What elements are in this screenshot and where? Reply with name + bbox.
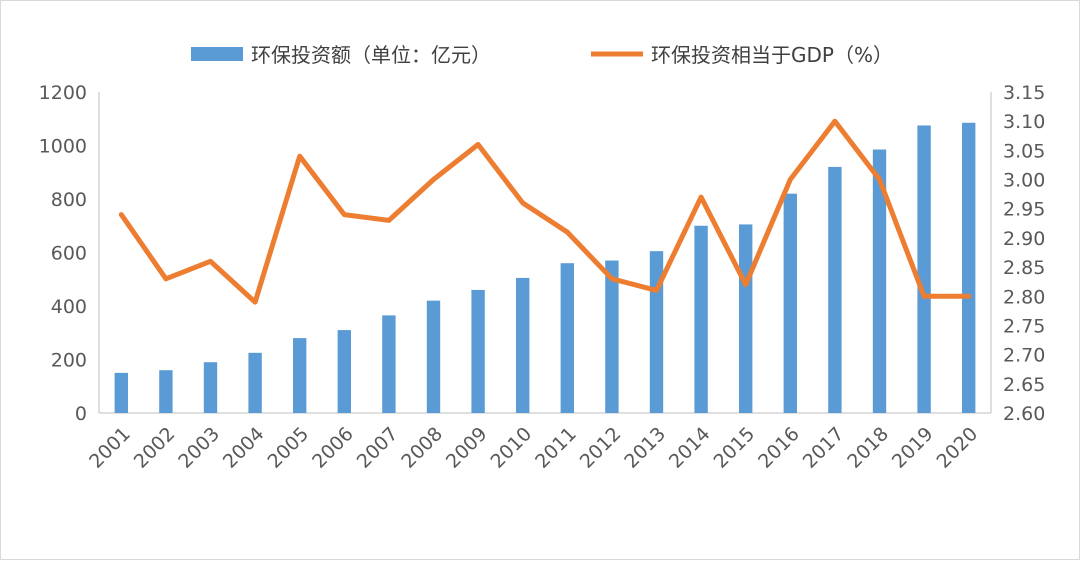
bar-2012	[605, 261, 618, 413]
line-series	[121, 121, 969, 302]
bar-2016	[784, 194, 797, 413]
bar-2020	[962, 123, 975, 413]
x-tick-label: 2019	[888, 423, 938, 473]
right-tick-label: 2.65	[1003, 374, 1045, 396]
x-tick-label: 2002	[130, 423, 180, 473]
x-tick-label: 2020	[932, 423, 982, 473]
right-tick-label: 2.85	[1003, 257, 1045, 279]
left-tick-label: 400	[51, 296, 87, 318]
bar-series	[115, 123, 976, 413]
x-tick-label: 2011	[531, 423, 581, 473]
bar-2004	[248, 353, 261, 413]
bar-2009	[471, 290, 484, 413]
bar-2008	[427, 301, 440, 413]
left-tick-label: 200	[51, 350, 87, 372]
right-tick-label: 3.10	[1003, 111, 1045, 133]
x-tick-label: 2001	[85, 423, 135, 473]
x-tick-label: 2018	[843, 423, 893, 473]
bar-2005	[293, 338, 306, 413]
right-axis-ticks: 2.60 2.65 2.70 2.75 2.80 2.85 2.90 2.95 3.00 3.05…	[1003, 82, 1045, 425]
left-tick-label: 1200	[39, 82, 87, 104]
left-axis-ticks: 0 200 400 600 800 1000 1200	[39, 82, 87, 425]
bar-2019	[917, 125, 930, 413]
x-tick-label: 2007	[353, 423, 403, 473]
bar-2003	[204, 362, 217, 413]
axes	[99, 92, 991, 413]
x-tick-label: 2014	[665, 423, 715, 473]
bar-2001	[115, 373, 128, 413]
bar-2007	[382, 315, 395, 413]
x-tick-label: 2015	[709, 423, 759, 473]
right-tick-label: 2.60	[1003, 403, 1045, 425]
legend: 环保投资额（单位：亿元） 环保投资相当于GDP（%）	[191, 43, 893, 67]
right-tick-label: 2.75	[1003, 315, 1045, 337]
bar-2006	[338, 330, 351, 413]
bar-2017	[828, 167, 841, 413]
bar-2014	[694, 226, 707, 413]
right-tick-label: 2.90	[1003, 228, 1045, 250]
right-tick-label: 2.70	[1003, 345, 1045, 367]
left-tick-label: 0	[75, 403, 87, 425]
right-tick-label: 3.05	[1003, 140, 1045, 162]
right-tick-label: 3.00	[1003, 170, 1045, 192]
x-tick-label: 2016	[754, 423, 804, 473]
left-tick-label: 600	[51, 243, 87, 265]
bar-2002	[159, 370, 172, 413]
right-tick-label: 3.15	[1003, 82, 1045, 104]
x-tick-label: 2010	[486, 423, 536, 473]
x-tick-label: 2005	[263, 423, 313, 473]
left-tick-label: 1000	[39, 136, 87, 158]
bar-2010	[516, 278, 529, 413]
x-tick-label: 2008	[397, 423, 447, 473]
x-axis-ticks: 2001200220032004200520062007200820092010…	[85, 423, 982, 473]
legend-swatch-bar	[191, 47, 243, 61]
x-tick-label: 2003	[174, 423, 224, 473]
bar-2015	[739, 224, 752, 413]
x-tick-label: 2017	[799, 423, 849, 473]
x-tick-label: 2013	[620, 423, 670, 473]
left-tick-label: 800	[51, 189, 87, 211]
bar-2011	[561, 263, 574, 413]
x-tick-label: 2012	[576, 423, 626, 473]
x-tick-label: 2006	[308, 423, 358, 473]
legend-label-investment: 环保投资额（单位：亿元）	[251, 43, 491, 67]
x-tick-label: 2004	[219, 423, 269, 473]
legend-label-gdp-share: 环保投资相当于GDP（%）	[651, 43, 893, 67]
right-tick-label: 2.80	[1003, 286, 1045, 308]
right-tick-label: 2.95	[1003, 199, 1045, 221]
x-tick-label: 2009	[442, 423, 492, 473]
